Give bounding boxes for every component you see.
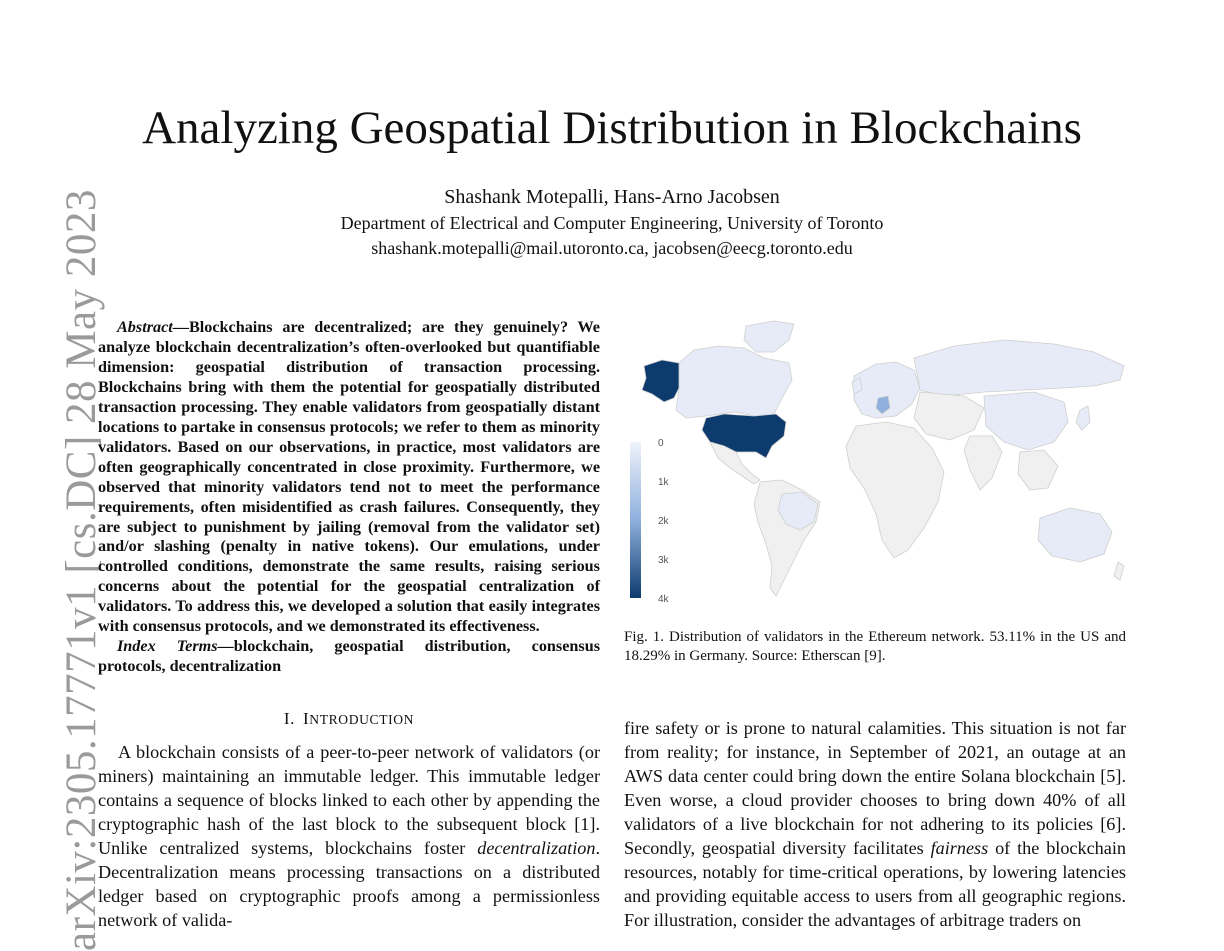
abstract: Abstract—Blockchains are decentralized; …	[98, 318, 600, 637]
intro-emphasis: decentralization	[477, 838, 596, 859]
region-germany	[875, 395, 891, 415]
section-title-rest: NTRODUCTION	[309, 712, 415, 728]
authors: Shashank Motepalli, Hans-Arno Jacobsen	[444, 186, 780, 208]
right-column: 0 1k 2k 3k 4k Fig. 1. Distribution of va…	[624, 318, 1126, 665]
region-brazil	[777, 491, 819, 531]
region-russia	[913, 339, 1125, 397]
region-australia	[1037, 507, 1113, 563]
index-terms-lead: Index Terms	[117, 637, 218, 656]
affiliation: Department of Electrical and Computer En…	[340, 213, 884, 233]
continued-text-2: of the blockchain resources, notably for…	[624, 838, 1126, 930]
figure-caption: Fig. 1. Distribution of validators in th…	[624, 629, 1126, 664]
left-column: Abstract—Blockchains are decentralized; …	[98, 318, 600, 932]
legend-tick: 4k	[658, 594, 670, 605]
author-emails: shashank.motepalli@mail.utoronto.ca, jac…	[371, 238, 853, 258]
legend-tick: 1k	[658, 477, 670, 488]
intro-paragraph: A blockchain consists of a peer-to-peer …	[98, 740, 600, 932]
legend-tick: 0	[658, 438, 664, 449]
legend-tick: 3k	[658, 555, 670, 566]
world-choropleth-map: 0 1k 2k 3k 4k	[630, 320, 1125, 605]
figure-validator-map: 0 1k 2k 3k 4k	[624, 318, 1126, 608]
region-new-zealand	[1113, 561, 1125, 581]
abstract-lead: Abstract	[117, 318, 173, 336]
legend-tick: 2k	[658, 516, 670, 527]
region-africa	[845, 421, 945, 559]
continued-text-1: fire safety or is prone to natural calam…	[624, 718, 1126, 858]
index-terms-text: —blockchain, geospatial distribution, co…	[98, 637, 601, 676]
region-india	[963, 435, 1003, 491]
legend-color-bar	[630, 442, 641, 598]
region-canada	[675, 345, 793, 419]
section-number: I.	[283, 709, 296, 729]
index-terms: Index Terms—blockchain, geospatial distr…	[98, 637, 600, 677]
region-europe	[853, 361, 921, 419]
region-central-asia	[913, 391, 985, 441]
continued-paragraph: fire safety or is prone to natural calam…	[624, 716, 1126, 932]
continued-emphasis: fairness	[930, 838, 989, 858]
region-southeast-asia	[1017, 449, 1059, 491]
region-mexico	[709, 441, 761, 485]
intro-text-1: A blockchain consists of a peer-to-peer …	[98, 742, 600, 859]
abstract-text: —Blockchains are decentralized; are they…	[98, 318, 600, 636]
intro-text-2: . Decentralization means processing tran…	[98, 838, 600, 931]
region-uk	[851, 377, 863, 395]
right-column-body: fire safety or is prone to natural calam…	[624, 716, 1126, 932]
paper-title: Analyzing Geospatial Distribution in Blo…	[142, 102, 1082, 154]
section-heading-introduction: I. INTRODUCTION	[98, 709, 600, 730]
region-greenland	[743, 320, 795, 353]
section-first-letter: I	[303, 709, 310, 729]
region-alaska	[641, 359, 680, 403]
region-japan	[1075, 405, 1091, 431]
region-china	[983, 391, 1069, 451]
